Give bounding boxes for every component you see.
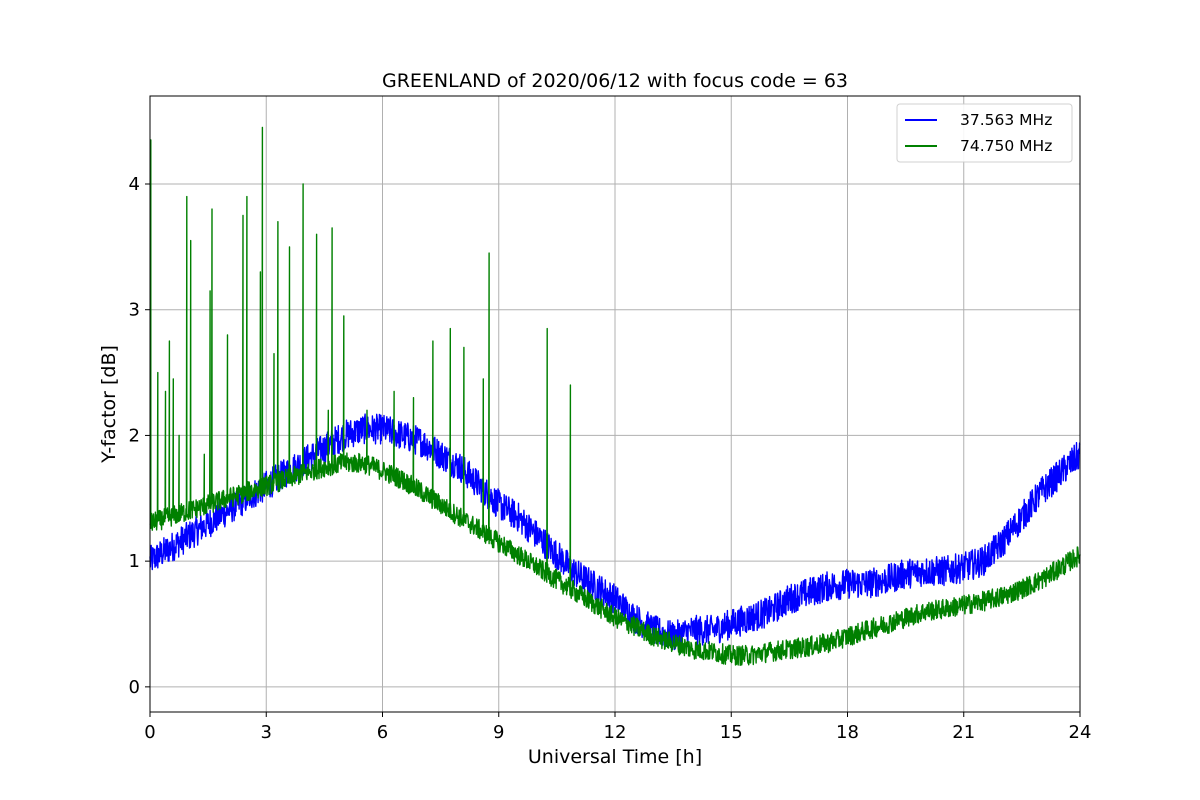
y-axis-label: Y-factor [dB] (98, 345, 120, 464)
series-line-1 (149, 413, 1081, 651)
series-line-2 (149, 126, 1081, 666)
legend-entry-label: 74.750 MHz (960, 137, 1052, 155)
x-tick-label: 9 (493, 722, 504, 743)
chart-title: GREENLAND of 2020/06/12 with focus code … (382, 70, 848, 92)
x-tick-label: 3 (261, 722, 272, 743)
y-tick-label: 3 (129, 300, 140, 321)
y-tick-label: 2 (129, 425, 140, 446)
legend-entry-label: 37.563 MHz (960, 111, 1052, 129)
x-tick-label: 15 (720, 722, 743, 743)
x-tick-label: 18 (836, 722, 859, 743)
x-tick-label: 0 (144, 722, 155, 743)
legend-box (896, 103, 1073, 163)
x-tick-label: 24 (1069, 722, 1092, 743)
x-axis-label: Universal Time [h] (528, 746, 702, 768)
grid (149, 96, 1081, 712)
legend: 37.563 MHz 74.750 MHz (896, 103, 1073, 163)
x-tick-label: 21 (952, 722, 975, 743)
x-tick-label: 12 (604, 722, 627, 743)
y-tick-label: 4 (129, 174, 140, 195)
series-layer (149, 126, 1081, 666)
y-tick-label: 0 (129, 677, 140, 698)
y-tick-label: 1 (129, 551, 140, 572)
x-tick-label: 6 (377, 722, 388, 743)
